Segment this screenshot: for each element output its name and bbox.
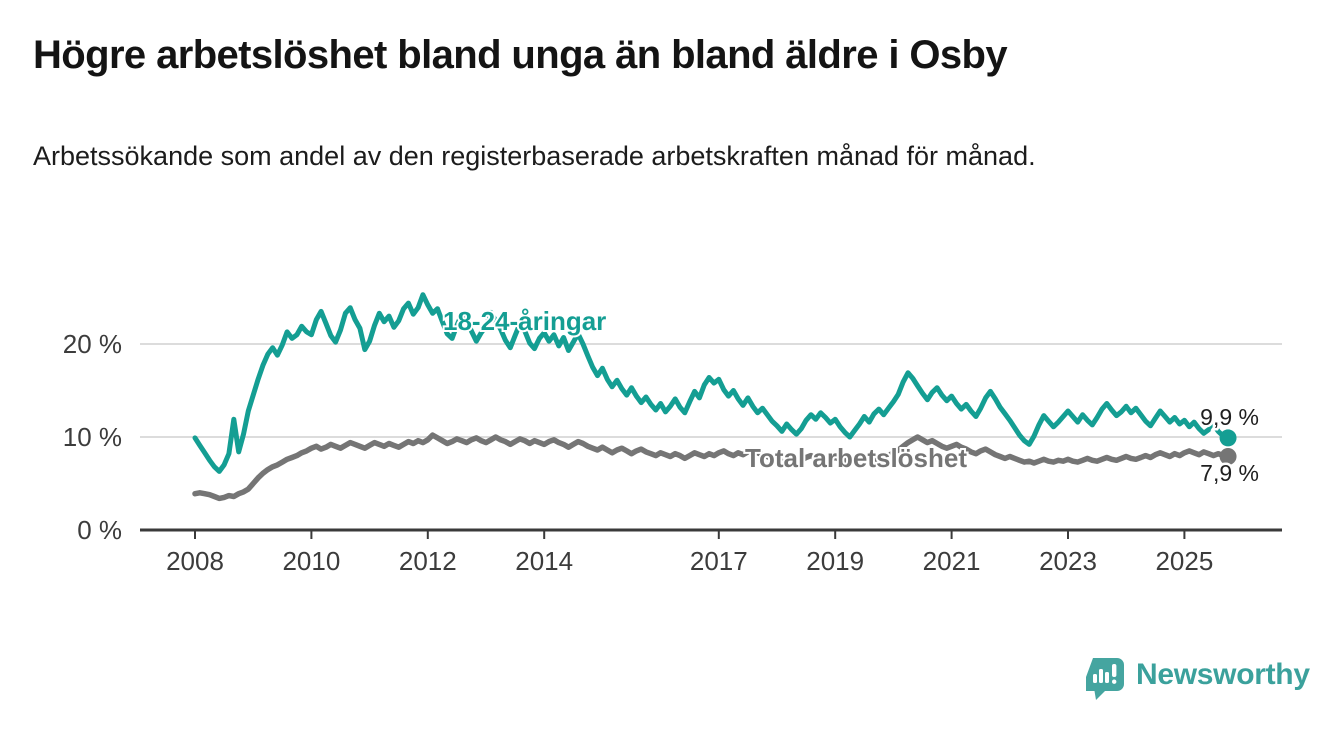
bar-icon-medium [1105,672,1109,683]
bar-icon-short [1093,674,1097,683]
series-end-dot-youth-18-24 [1219,429,1237,447]
x-tick-label: 2023 [1039,546,1097,576]
exclamation-dot-icon [1112,679,1117,684]
x-tick-label: 2014 [515,546,573,576]
series-inline-label-total: Total arbetslöshet [745,443,967,473]
brand-name: Newsworthy [1136,658,1310,691]
series-end-value-label-total: 7,9 % [1200,460,1259,486]
x-tick-label: 2025 [1155,546,1213,576]
newsworthy-logo: Newsworthy [1086,657,1316,703]
x-tick-label: 2010 [282,546,340,576]
exclamation-bar-icon [1112,664,1117,677]
page-title: Högre arbetslöshet bland unga än bland ä… [33,33,1008,77]
series-line-youth-18-24 [192,292,1231,474]
series-end-value-label-youth-18-24: 9,9 % [1200,404,1259,430]
bar-icon-tall [1099,669,1103,683]
y-tick-label: 20 % [63,329,122,359]
series-inline-label-youth-18-24: 18-24-åringar [443,306,606,336]
y-tick-label: 10 % [63,422,122,452]
series-line-total [192,432,1231,502]
bar-chart-speech-bubble-icon [1086,658,1124,700]
speech-bubble-tail [1094,688,1108,700]
x-tick-label: 2021 [923,546,981,576]
x-tick-label: 2012 [399,546,457,576]
x-tick-label: 2019 [806,546,864,576]
page-subtitle: Arbetssökande som andel av den registerb… [33,141,1036,171]
x-tick-label: 2008 [166,546,224,576]
x-tick-label: 2017 [690,546,748,576]
series-end-dot-total [1219,448,1237,466]
y-tick-label: 0 % [77,515,122,545]
